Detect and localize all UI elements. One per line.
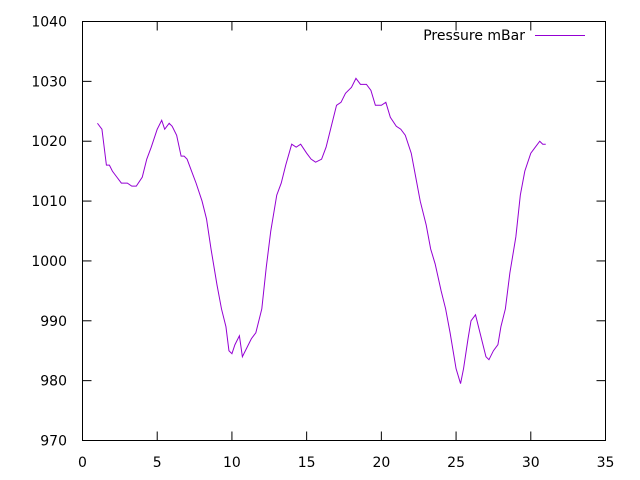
x-tick-label: 5 [153,455,162,471]
x-tick-label: 30 [522,455,540,471]
y-tick-label: 970 [40,434,67,450]
x-tick-label: 10 [223,455,241,471]
x-tick-label: 25 [447,455,465,471]
y-tick-label: 980 [40,374,67,390]
x-tick-label: 20 [372,455,390,471]
y-tick-label: 1010 [31,194,67,210]
plot-frame [82,21,606,441]
legend: Pressure mBar [423,28,585,44]
y-tick-label: 1040 [31,15,67,31]
x-tick-label: 0 [78,455,87,471]
y-tick-label: 1020 [31,134,67,150]
x-axis: 0 5 10 15 20 25 30 35 [78,21,615,471]
y-tick-label: 1000 [31,254,67,270]
legend-label: Pressure mBar [423,28,525,44]
x-tick-label: 35 [597,455,615,471]
pressure-series-line [97,77,546,384]
y-tick-label: 990 [40,314,67,330]
y-tick-label: 1030 [31,74,67,90]
y-axis: 970 980 990 1000 1010 1020 1030 1040 [31,15,606,450]
x-tick-label: 15 [298,455,316,471]
